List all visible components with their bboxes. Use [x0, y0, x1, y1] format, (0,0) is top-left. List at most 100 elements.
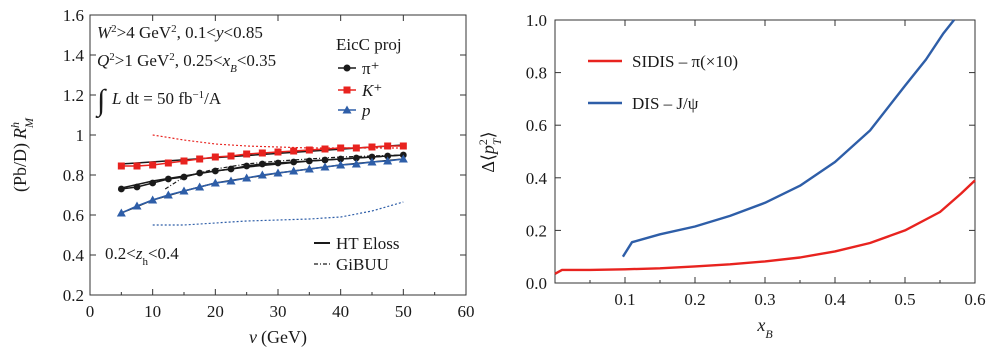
data-point-kaon — [290, 147, 298, 155]
data-point-proton — [383, 156, 393, 165]
data-point-pion — [384, 152, 392, 160]
right-x-axis-label: xB — [756, 315, 773, 341]
right-axis-ticks: 0.1 0.2 0.3 0.4 0.5 0.6 0.0 0.2 0.4 0.6 0.8 1.0 — [526, 11, 986, 309]
data-point-pion — [196, 169, 204, 177]
right-x-tick-label: 0.6 — [964, 290, 985, 309]
curve-gibuu-blue — [152, 201, 404, 226]
left-x-tick-label: 50 — [395, 302, 412, 321]
data-point-proton — [367, 157, 377, 166]
data-point-kaon — [352, 144, 360, 152]
data-point-pion — [258, 160, 266, 168]
legend-marker-triangle — [342, 105, 352, 114]
data-point-kaon — [227, 152, 235, 160]
annotation-kinematics-2: Q2>1 GeV2, 0.25<xB<0.35 — [97, 51, 276, 75]
data-point-kaon — [164, 159, 172, 167]
left-axis-ticks: 0 10 20 30 40 50 60 0.2 0.4 0.6 0.8 1 1.2 1.4 1.6 — [63, 6, 475, 321]
right-chart: 0.1 0.2 0.3 0.4 0.5 0.6 0.0 0.2 0.4 0.6 0.8 1.0 Δ⟨p… — [476, 11, 986, 341]
left-x-tick-label: 30 — [270, 302, 287, 321]
legend-label-kaon: K⁺ — [361, 81, 382, 100]
data-point-proton — [179, 186, 189, 195]
data-point-proton — [163, 190, 173, 199]
legend-item-gibuu: GiBUU — [314, 255, 389, 274]
data-point-pion — [274, 159, 282, 167]
data-point-proton — [132, 201, 142, 210]
data-point-proton — [195, 182, 205, 191]
legend-label-ht-eloss: HT Eloss — [336, 234, 399, 253]
annotation-zh: 0.2<zh<0.4 — [105, 244, 179, 268]
right-y-axis-label: Δ⟨p2T⟩ — [476, 131, 504, 172]
right-y-tick-label: 0.8 — [526, 64, 547, 83]
data-point-proton — [351, 159, 361, 168]
left-x-tick-label: 20 — [207, 302, 224, 321]
legend-label-dis: DIS – J/ψ — [632, 94, 699, 113]
right-y-tick-label: 0.6 — [526, 116, 547, 135]
annotation-kinematics-1: W2>4 GeV2, 0.1<y<0.85 — [97, 23, 263, 42]
data-point-pion — [243, 162, 251, 170]
left-x-tick-label: 60 — [458, 302, 475, 321]
data-point-kaon — [133, 162, 141, 170]
data-point-pion — [211, 167, 219, 175]
curve-gibuu-red — [152, 134, 404, 149]
left-y-tick-label: 0.8 — [63, 166, 84, 185]
data-point-pion — [352, 154, 360, 162]
dis-jpsi-curve — [621, 19, 955, 258]
right-x-tick-label: 0.2 — [684, 290, 705, 309]
data-point-kaon — [180, 157, 188, 165]
data-point-kaon — [337, 144, 345, 152]
legend-label-pion: π⁺ — [362, 59, 380, 78]
legend-marker-circle — [343, 64, 351, 72]
right-y-tick-label: 1.0 — [526, 11, 547, 30]
data-point-pion — [133, 183, 141, 191]
data-point-proton — [398, 154, 408, 163]
data-point-pion — [290, 158, 298, 166]
left-y-tick-label: 0.4 — [63, 246, 85, 265]
data-point-kaon — [258, 149, 266, 157]
left-y-tick-label: 1 — [76, 126, 85, 145]
data-point-proton — [226, 176, 236, 185]
data-point-pion — [164, 175, 172, 183]
legend-label-gibuu: GiBUU — [336, 255, 389, 274]
left-y-tick-label: 1.2 — [63, 86, 84, 105]
left-x-tick-label: 10 — [144, 302, 161, 321]
left-y-axis-label: (Pb/D)RhM — [8, 117, 36, 192]
left-y-tick-label: 1.4 — [63, 46, 85, 65]
data-point-kaon — [368, 143, 376, 151]
left-x-axis-label: ν (GeV) — [249, 327, 307, 348]
data-point-pion — [227, 165, 235, 173]
right-y-tick-label: 0.4 — [526, 169, 548, 188]
right-x-tick-label: 0.3 — [754, 290, 775, 309]
data-point-pion — [149, 179, 157, 187]
data-point-kaon — [117, 162, 125, 170]
data-point-proton — [289, 166, 299, 175]
data-point-proton — [273, 168, 283, 177]
data-point-kaon — [321, 145, 329, 153]
legend-item-sidis: SIDIS – π(×10) — [588, 52, 738, 71]
left-x-tick-label: 40 — [332, 302, 349, 321]
right-y-tick-label: 0.2 — [526, 221, 547, 240]
legend-item-pion: π⁺ — [338, 59, 380, 78]
legend-label-proton: p — [361, 101, 371, 120]
data-point-proton — [242, 173, 252, 182]
data-point-proton — [320, 162, 330, 171]
right-curves — [554, 19, 976, 275]
legend-title: EicC proj — [336, 35, 402, 54]
integral-symbol: ∫ — [95, 84, 107, 119]
data-point-proton — [148, 195, 158, 204]
right-x-tick-label: 0.5 — [894, 290, 915, 309]
data-point-pion — [305, 157, 313, 165]
legend-item-dis: DIS – J/ψ — [588, 94, 699, 113]
left-markers — [116, 142, 408, 217]
data-point-pion — [117, 185, 125, 193]
annotation-luminosity: L dt = 50 fb−1/A — [111, 89, 222, 108]
left-y-tick-label: 1.6 — [63, 6, 84, 25]
left-y-tick-label: 0.6 — [63, 206, 84, 225]
data-point-kaon — [274, 148, 282, 156]
data-point-kaon — [243, 150, 251, 158]
legend-marker-square — [343, 86, 351, 94]
data-point-kaon — [384, 142, 392, 150]
legend-item-proton: p — [338, 101, 371, 120]
data-point-kaon — [149, 161, 157, 169]
data-point-pion — [368, 153, 376, 161]
